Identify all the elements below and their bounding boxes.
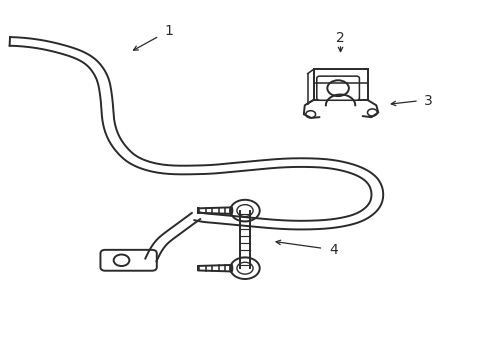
- Text: 2: 2: [336, 31, 345, 45]
- FancyBboxPatch shape: [317, 76, 359, 100]
- FancyBboxPatch shape: [314, 69, 368, 100]
- Text: 3: 3: [424, 94, 433, 108]
- Circle shape: [306, 111, 316, 118]
- Circle shape: [327, 80, 349, 96]
- Ellipse shape: [230, 207, 232, 214]
- Circle shape: [237, 204, 253, 216]
- Circle shape: [237, 262, 253, 274]
- FancyBboxPatch shape: [100, 250, 157, 271]
- Circle shape: [230, 200, 260, 221]
- Ellipse shape: [230, 265, 232, 272]
- Circle shape: [230, 257, 260, 279]
- Circle shape: [368, 109, 377, 116]
- Text: 1: 1: [165, 24, 173, 37]
- Text: 4: 4: [329, 243, 338, 257]
- Circle shape: [114, 255, 129, 266]
